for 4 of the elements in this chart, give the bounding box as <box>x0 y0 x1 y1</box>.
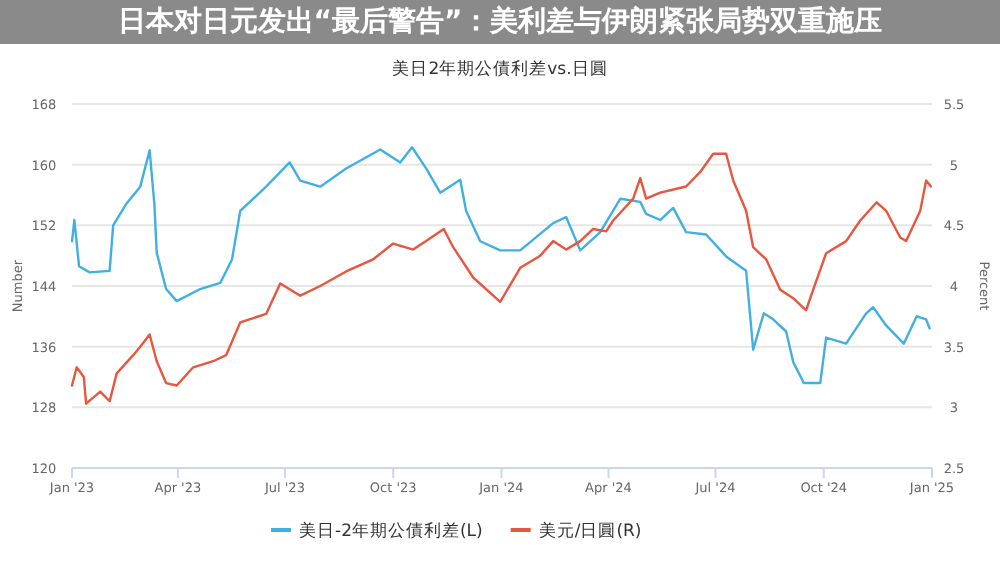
headline-banner: 日本对日元发出“最后警告”：美利差与伊朗紧张局势双重施压 <box>0 0 1000 44</box>
legend-label: 美元/日圓(R) <box>538 520 642 542</box>
chart-title: 美日2年期公債利差vs.日圓 <box>392 58 608 80</box>
legend-label: 美日-2年期公債利差(L) <box>299 520 483 542</box>
